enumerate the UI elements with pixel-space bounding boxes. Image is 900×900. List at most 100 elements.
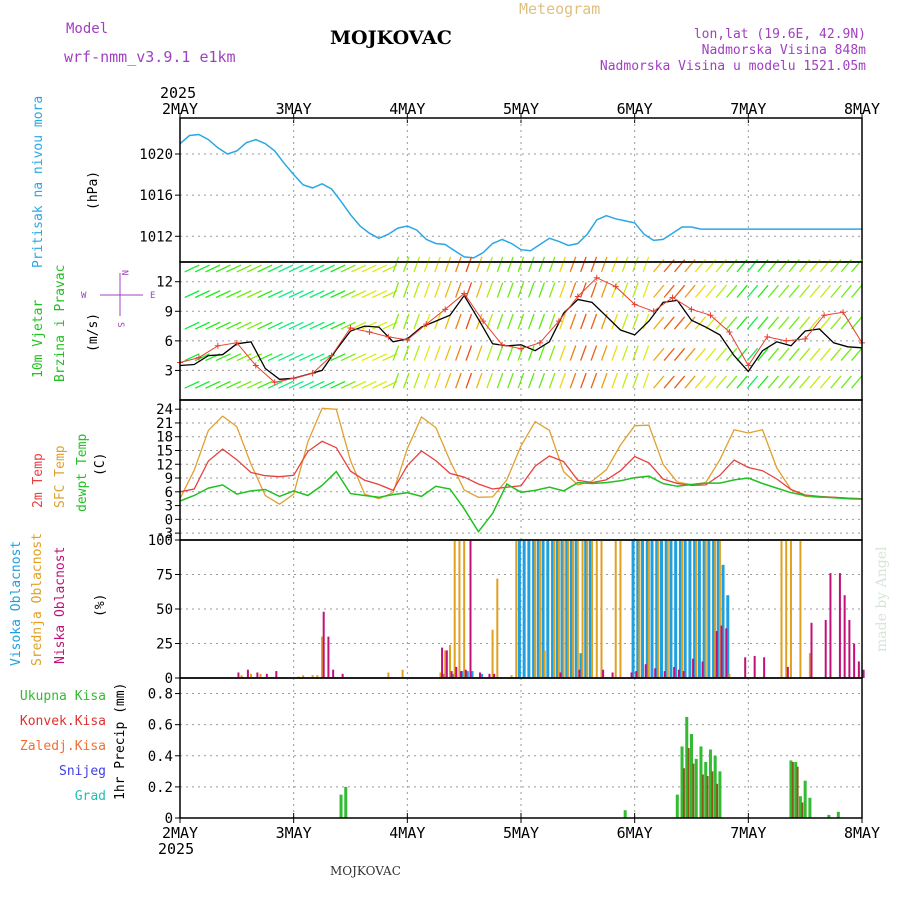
wind-arrow bbox=[559, 256, 566, 273]
cloud-low-bar bbox=[246, 669, 249, 678]
wind-arrow bbox=[809, 347, 821, 361]
wind-arrow bbox=[475, 345, 483, 361]
wind-arrow bbox=[507, 256, 514, 273]
wind-arrow bbox=[372, 264, 388, 273]
wind-speed-marker bbox=[461, 290, 468, 297]
cloud-ytick-label: 75 bbox=[156, 568, 173, 584]
cloud-low-bar bbox=[725, 628, 728, 678]
cloud-low-bar bbox=[450, 671, 453, 678]
wind-speed-marker bbox=[574, 293, 581, 300]
wind-arrow bbox=[226, 321, 242, 330]
wind-arrow bbox=[600, 282, 608, 298]
top-time-tick-label: 2MAY bbox=[162, 100, 198, 118]
cloud-low-bar bbox=[469, 540, 472, 678]
cloud-low-bar bbox=[322, 611, 325, 678]
cloud-high-bar bbox=[574, 540, 578, 678]
wind-arrow bbox=[830, 316, 842, 330]
wind-arrow bbox=[226, 264, 242, 273]
wind-arrow bbox=[455, 345, 462, 361]
wind-arrow bbox=[236, 380, 252, 389]
cloud-low-bar bbox=[677, 669, 680, 678]
cloud-mid-bar bbox=[586, 540, 589, 678]
top-time-tick-label: 3MAY bbox=[276, 100, 312, 118]
wind-arrow bbox=[444, 313, 452, 330]
wind-arrow bbox=[642, 256, 650, 273]
cloud-low-bar bbox=[824, 620, 827, 678]
wind-arrow bbox=[798, 347, 811, 361]
wind-arrow bbox=[840, 347, 852, 361]
cloud-low-bar bbox=[763, 657, 766, 678]
cloud-low-bar bbox=[455, 666, 458, 678]
cloud-mid-bar bbox=[302, 675, 305, 678]
wind-arrow bbox=[788, 375, 800, 389]
wind-arrow bbox=[392, 313, 400, 330]
wind-arrow bbox=[184, 290, 200, 299]
pressure-ytick-label: 1016 bbox=[139, 188, 173, 204]
wind-arrow bbox=[569, 313, 577, 330]
cloud-mid-bar bbox=[444, 650, 447, 678]
wind-arrow bbox=[288, 353, 304, 362]
wind-arrow bbox=[569, 372, 577, 389]
wind-arrow bbox=[486, 345, 493, 361]
wind-arrow bbox=[215, 290, 231, 299]
wind-arrow bbox=[809, 284, 821, 298]
wind-arrow bbox=[798, 375, 811, 389]
wind-arrow bbox=[611, 256, 619, 273]
wind-arrow bbox=[778, 375, 790, 389]
wind-arrow bbox=[715, 316, 727, 330]
wind-arrow bbox=[351, 290, 367, 299]
wind-arrow bbox=[194, 321, 210, 330]
cloud-low-bar bbox=[715, 631, 718, 678]
wind-arrow bbox=[361, 380, 377, 389]
cloud-low-bar bbox=[682, 671, 685, 678]
cloud-high-bar bbox=[551, 540, 555, 678]
precip-ytick-label: 0.6 bbox=[148, 718, 173, 734]
precip-ytick-label: 0.4 bbox=[148, 749, 173, 765]
pressure-ytick-label: 1012 bbox=[139, 229, 173, 245]
cloud-ytick-label: 0 bbox=[165, 671, 173, 687]
wind-arrow bbox=[184, 264, 200, 273]
wind-speed-marker bbox=[593, 274, 600, 281]
wind-ytick-label: 3 bbox=[165, 363, 173, 379]
wind-arrow bbox=[778, 284, 790, 298]
wind-arrow bbox=[475, 282, 483, 298]
cloud-mid-bar bbox=[799, 540, 802, 678]
cloud-low-bar bbox=[332, 669, 335, 678]
wind-arrow bbox=[694, 375, 707, 389]
cloud-high-bar bbox=[569, 540, 573, 678]
wind-speed-marker bbox=[745, 362, 752, 369]
wind-arrow bbox=[527, 345, 535, 361]
wind-arrow bbox=[517, 372, 525, 389]
top-time-tick-label: 6MAY bbox=[617, 100, 653, 118]
wind-arrow bbox=[715, 375, 727, 389]
cloud-high-bar bbox=[527, 540, 531, 678]
temp-ytick-label: 18 bbox=[156, 430, 173, 446]
station-title: MOJKOVAC bbox=[330, 27, 452, 49]
wind-arrow bbox=[402, 282, 410, 298]
wind-arrow bbox=[809, 316, 821, 330]
wind-arrow bbox=[496, 345, 504, 361]
model-name: wrf-nmm_v3.9.1 e1km bbox=[64, 48, 236, 66]
wind-arrow bbox=[257, 290, 273, 299]
wind-arrow bbox=[319, 321, 335, 330]
wind-arrow bbox=[194, 290, 210, 299]
wind-arrow bbox=[319, 264, 335, 273]
wind-arrow bbox=[632, 313, 639, 330]
wind-arrow bbox=[413, 345, 421, 361]
wind-arrow bbox=[257, 264, 273, 273]
cloud-mid-bar bbox=[496, 578, 499, 678]
cloud-low-bar bbox=[857, 661, 860, 678]
cloud-high-bar bbox=[697, 540, 701, 678]
wind-arrow bbox=[434, 256, 441, 273]
model-elevation-text: Nadmorska Visina u modelu 1521.05m bbox=[600, 59, 866, 74]
cloud-mid-bar bbox=[808, 653, 811, 678]
wind-arrow bbox=[351, 353, 367, 362]
cloud-low-bar bbox=[559, 672, 562, 678]
bottom-time-tick-label: 5MAY bbox=[503, 824, 539, 842]
bottom-time-tick-label: 2MAY bbox=[162, 824, 198, 842]
cloud-mid-bar bbox=[316, 675, 319, 678]
sfc-temp-line bbox=[179, 407, 863, 505]
legend-snow: Snijeg bbox=[59, 764, 106, 779]
wind-arrow bbox=[705, 375, 717, 389]
wind-arrow bbox=[194, 353, 210, 362]
